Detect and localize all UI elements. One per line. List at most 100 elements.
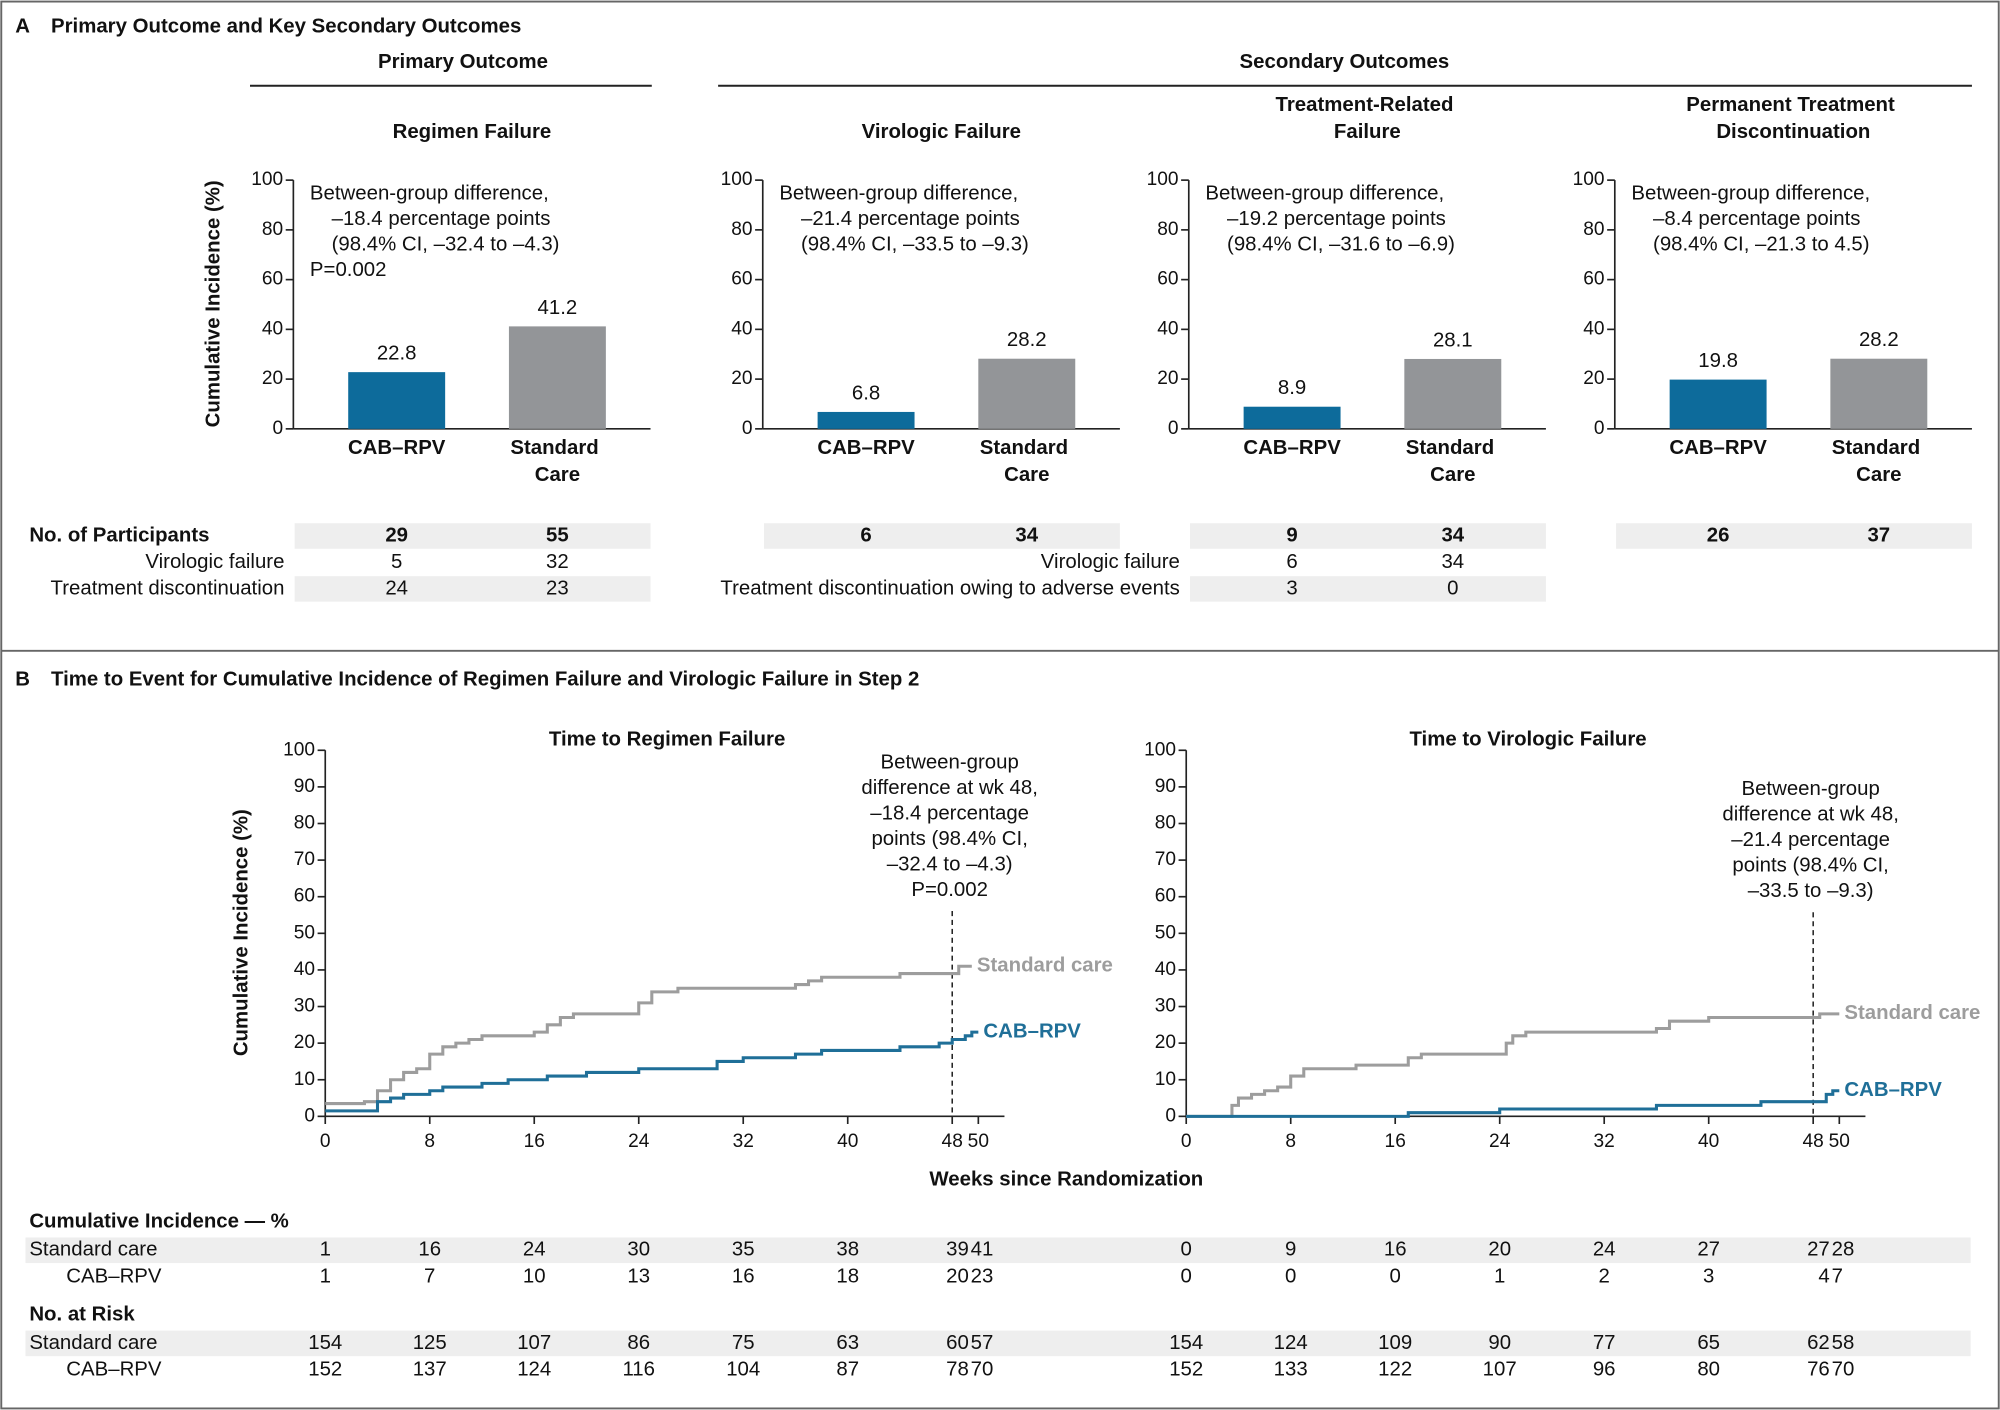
y-tick-label: 60	[1155, 886, 1176, 907]
table-cell: 75	[732, 1332, 755, 1354]
table-cell: 63	[836, 1332, 859, 1354]
table-cell: 23	[971, 1265, 994, 1287]
table-cell: 39	[946, 1239, 969, 1261]
table-cell: 87	[836, 1359, 859, 1381]
table-cell: 16	[732, 1265, 755, 1287]
row-shade	[764, 523, 1120, 549]
table-cell: 9	[1286, 524, 1297, 546]
table-cell: 38	[836, 1239, 859, 1261]
table-cell: 109	[1378, 1332, 1412, 1354]
x-tick-label: CAB–RPV	[1669, 438, 1767, 460]
bar	[1404, 358, 1502, 429]
annotation: (98.4% CI, –33.5 to –9.3)	[801, 234, 1029, 256]
y-tick-label: 60	[1157, 269, 1178, 290]
y-tick-label: 60	[294, 886, 315, 907]
table-cell: 5	[391, 551, 402, 573]
y-tick-label: 10	[1155, 1069, 1176, 1090]
table-cell: 62	[1807, 1332, 1830, 1354]
y-axis-label: Cumulative Incidence (%)	[203, 180, 225, 427]
chart-title: Time to Virologic Failure	[1409, 728, 1646, 750]
table-cell: 27	[1807, 1239, 1830, 1261]
series-line	[325, 1030, 979, 1113]
series-label: Standard care	[977, 955, 1113, 977]
x-tick-label: 16	[1385, 1131, 1406, 1152]
y-tick-label: 40	[1583, 318, 1604, 339]
value-label: 22.8	[377, 343, 417, 365]
table-cell: 34	[1015, 524, 1038, 546]
bar	[978, 358, 1076, 429]
table-cell: 78	[946, 1359, 969, 1381]
table-cell: 9	[1285, 1239, 1296, 1261]
table-cell: 30	[627, 1239, 650, 1261]
panel-label: A	[15, 15, 30, 37]
annotation: points (98.4% CI,	[871, 828, 1027, 850]
table-cell: 104	[726, 1359, 760, 1381]
table-cell: 152	[308, 1359, 342, 1381]
table-cell: 125	[413, 1332, 447, 1354]
panel-title: Time to Event for Cumulative Incidence o…	[51, 669, 919, 691]
y-tick-label: 30	[1155, 996, 1176, 1017]
x-tick-label: 24	[628, 1131, 650, 1152]
table-cell: 32	[546, 551, 569, 573]
series-label: Standard care	[1844, 1002, 1980, 1024]
table-cell: 7	[1832, 1265, 1843, 1287]
table-cell: 29	[385, 524, 408, 546]
row-label: Treatment discontinuation owing to adver…	[720, 577, 1179, 599]
annotation: difference at wk 48,	[1722, 804, 1898, 826]
y-tick-label: 70	[294, 849, 315, 870]
y-tick-label: 60	[1583, 269, 1604, 290]
table-cell: 24	[385, 577, 408, 599]
x-tick-label: 0	[320, 1131, 331, 1152]
y-tick-label: 80	[262, 219, 283, 240]
bar	[817, 411, 915, 429]
bar	[348, 372, 446, 429]
x-tick-label: 0	[1181, 1131, 1192, 1152]
table-cell: 124	[517, 1359, 551, 1381]
table-cell: 0	[1447, 577, 1458, 599]
y-tick-label: 60	[731, 269, 752, 290]
y-tick-label: 60	[262, 269, 283, 290]
chart-title: Treatment-Related Failure	[1276, 95, 1460, 144]
x-tick-label: Standard Care	[510, 438, 604, 487]
table-cell: 37	[1867, 524, 1890, 546]
y-tick-label: 40	[262, 318, 283, 339]
table-cell: 4	[1818, 1265, 1829, 1287]
annotation: (98.4% CI, –31.6 to –6.9)	[1227, 234, 1455, 256]
panel-title: Primary Outcome and Key Secondary Outcom…	[51, 15, 521, 37]
table-cell: 57	[971, 1332, 994, 1354]
table-cell: 23	[546, 577, 569, 599]
x-tick-label: Standard Care	[1832, 438, 1926, 487]
annotation: –18.4 percentage points	[332, 208, 551, 230]
x-tick-label: 16	[524, 1131, 545, 1152]
group-header: Secondary Outcomes	[1240, 51, 1450, 73]
annotation: (98.4% CI, –32.4 to –4.3)	[332, 234, 560, 256]
row-label: Standard care	[29, 1332, 157, 1354]
table-cell: 0	[1390, 1265, 1401, 1287]
table-cell: 6	[1286, 551, 1297, 573]
y-tick-label: 10	[294, 1069, 315, 1090]
y-tick-label: 50	[1155, 922, 1176, 943]
y-tick-label: 40	[731, 318, 752, 339]
x-axis-label: Weeks since Randomization	[929, 1169, 1203, 1191]
annotation: Between-group difference,	[1205, 183, 1444, 205]
table-cell: 65	[1697, 1332, 1720, 1354]
series-label: CAB–RPV	[1844, 1079, 1942, 1101]
table-cell: 3	[1286, 577, 1297, 599]
row-label: Treatment discontinuation	[51, 577, 285, 599]
table-cell: 70	[1832, 1359, 1855, 1381]
y-tick-label: 80	[1155, 813, 1176, 834]
y-tick-label: 0	[742, 418, 753, 439]
y-tick-label: 0	[1165, 1105, 1176, 1126]
x-tick-label: Standard Care	[980, 438, 1074, 487]
row-shade	[25, 1237, 1971, 1264]
annotation: –8.4 percentage points	[1653, 208, 1860, 230]
table-title: No. of Participants	[29, 524, 209, 546]
annotation: difference at wk 48,	[861, 777, 1037, 799]
row-label: CAB–RPV	[66, 1359, 162, 1381]
x-tick-label: 50	[1829, 1131, 1850, 1152]
row-shade	[294, 523, 651, 549]
x-tick-label: CAB–RPV	[348, 438, 446, 460]
series-line	[1186, 1012, 1840, 1118]
table-cell: 35	[732, 1239, 755, 1261]
table-cell: 1	[1494, 1265, 1505, 1287]
